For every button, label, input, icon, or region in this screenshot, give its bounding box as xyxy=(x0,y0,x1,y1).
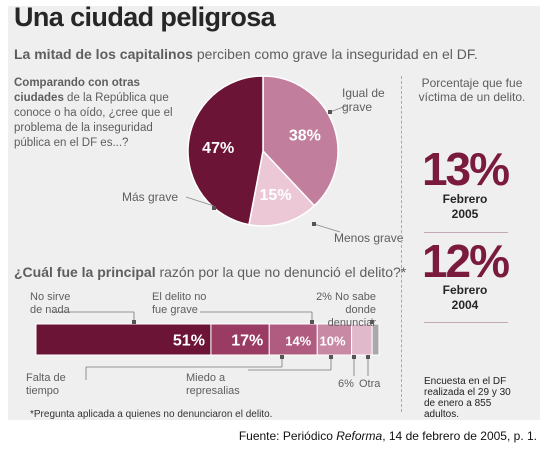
divider-stats xyxy=(424,232,508,233)
footnote: *Pregunta aplicada a quienes no denuncia… xyxy=(30,409,273,420)
label-mas-grave: Más grave xyxy=(122,190,179,204)
bar-leaders xyxy=(52,311,374,380)
stat-2004-date: Febrero 2004 xyxy=(415,283,515,313)
label-no-sirve: No sirve de nada xyxy=(30,291,70,317)
stat-2004-year: 2004 xyxy=(451,298,479,312)
leader-dot-no-sirve xyxy=(132,320,136,324)
page-title: Una ciudad peligrosa xyxy=(14,2,276,32)
label-no-sabe-2: denunciar xyxy=(327,317,376,329)
label-no-sirve-1: No sirve xyxy=(30,291,71,303)
leader-dot-no-sabe xyxy=(370,320,374,324)
bar-question-rest: razón por la que no denunció el delito?* xyxy=(155,264,407,280)
label-no-sabe: 2% No sabe donde denunciar xyxy=(290,291,376,330)
label-miedo-2: represalias xyxy=(186,385,240,397)
label-no-grave: El delito no fue grave xyxy=(152,291,206,317)
leader-mas-grave xyxy=(185,196,215,207)
stat-2005-month: Febrero xyxy=(442,192,488,206)
leader-dot-mas-grave xyxy=(212,206,216,210)
source-credit: Fuente: Periódico Reforma, 14 de febrero… xyxy=(239,429,537,443)
leader-dot-seis xyxy=(352,355,356,359)
source-prefix: Fuente: Periódico xyxy=(238,429,337,443)
label-seis: 6% xyxy=(338,378,354,390)
survey-note: Encuesta en el DF realizada el 29 y 30 d… xyxy=(424,376,511,420)
bar-value-el-delito-no-fue-grave: 17% xyxy=(231,333,263,350)
bar-segment-no-sabe-donde-denunciar xyxy=(371,323,380,356)
label-no-grave-2: fue grave xyxy=(152,304,198,316)
pie-value-menos-grave: 15% xyxy=(260,187,292,204)
label-no-grave-1: El delito no xyxy=(152,291,207,303)
bar-segment-no-sirve-de-nada xyxy=(35,323,212,356)
bar-question-bold: ¿Cuál fue la principal xyxy=(14,264,156,280)
pie-value-m-s-grave: 47% xyxy=(202,140,234,157)
victim-caption-line1: Porcentaje que fue xyxy=(421,76,523,90)
source-suffix: , 14 de febrero de 2005, p. 1. xyxy=(382,429,537,443)
pie-leaders xyxy=(185,105,347,233)
leader-dot-miedo xyxy=(329,355,333,359)
subtitle: La mitad de los capitalinos perciben com… xyxy=(14,46,478,62)
bar-question: ¿Cuál fue la principal razón por la que … xyxy=(14,264,406,280)
pie-slice-m-s-grave xyxy=(187,75,264,226)
bar-value-no-sirve-de-nada: 51% xyxy=(173,333,205,350)
pie-question: Comparando con otras ciudades de la Repú… xyxy=(14,76,179,151)
stat-2004-month: Febrero xyxy=(442,283,488,297)
bar-chart: 51% 17% 14% 10% xyxy=(35,323,380,356)
label-no-sirve-2: de nada xyxy=(30,304,70,316)
stat-2005-date: Febrero 2005 xyxy=(415,192,515,222)
label-otra: Otra xyxy=(359,378,381,390)
label-falta-1: Falta de xyxy=(26,372,66,384)
leader-dot-falta xyxy=(280,355,284,359)
label-igual-line2: grave xyxy=(342,100,373,114)
label-miedo: Miedo a represalias xyxy=(186,372,240,398)
stat-2005-value: 13% xyxy=(421,143,510,195)
divider-stats-2 xyxy=(424,322,508,323)
label-falta-2: tiempo xyxy=(26,385,60,397)
bar-value-miedo-a-represalias: 10% xyxy=(320,334,346,349)
leader-menos-grave xyxy=(313,223,341,233)
subtitle-rest: perciben como grave la inseguridad en el… xyxy=(192,46,478,62)
leader-dot-igual xyxy=(328,110,332,114)
label-no-sabe-1: 2% No sabe donde xyxy=(316,291,376,316)
victim-caption: Porcentaje que fue víctima de un delito. xyxy=(412,76,532,104)
label-miedo-1: Miedo a xyxy=(186,372,226,384)
label-igual-de-grave: Igual de grave xyxy=(342,86,385,114)
leader-dot-menos-grave xyxy=(312,222,316,226)
leader-igual xyxy=(329,105,347,113)
pie-question-bold: Comparando con otras ciudades xyxy=(14,77,140,104)
pie-slice-igual-de-grave xyxy=(262,75,339,207)
label-igual-line1: Igual de xyxy=(342,86,385,100)
leader-dot-otra xyxy=(366,355,370,359)
source-name: Reforma xyxy=(336,429,383,443)
stat-2004-value: 12% xyxy=(421,235,510,287)
bar-segment-el-delito-no-fue-grave xyxy=(210,323,270,356)
subtitle-bold: La mitad de los capitalinos xyxy=(14,46,193,62)
pie-chart: 38% 15% 47% xyxy=(187,75,339,227)
pie-slice-menos-grave xyxy=(248,149,316,227)
label-falta: Falta de tiempo xyxy=(26,372,66,398)
stat-2005-year: 2005 xyxy=(451,207,479,221)
leader-dot-no-grave xyxy=(310,320,314,324)
pie-value-igual-de-grave: 38% xyxy=(289,127,321,144)
victim-caption-line2: víctima de un delito. xyxy=(418,90,526,104)
label-menos-grave: Menos grave xyxy=(334,231,404,245)
divider-vertical xyxy=(401,76,402,412)
pie-question-rest: de la República que conoce o ha oído, ¿c… xyxy=(14,92,173,149)
bar-value-falta-de-tiempo: 14% xyxy=(285,334,311,349)
